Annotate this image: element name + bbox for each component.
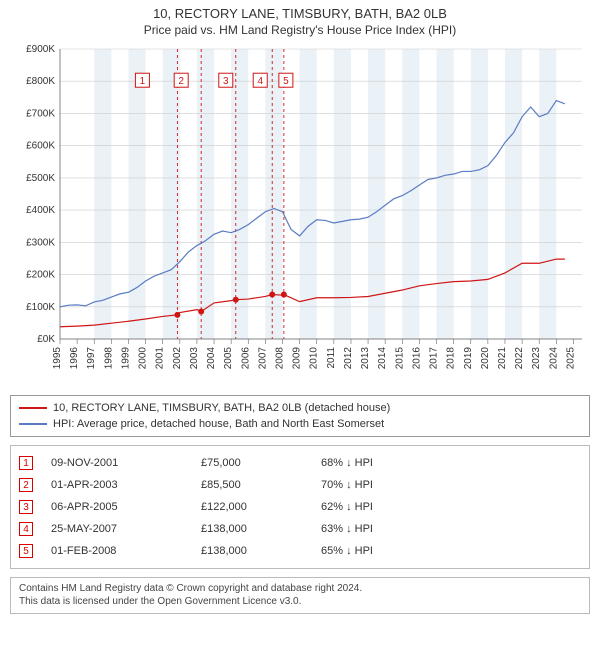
- sales-row: 1 09-NOV-2001£75,00068% ↓ HPI: [19, 452, 581, 474]
- legend-label-hpi: HPI: Average price, detached house, Bath…: [53, 418, 384, 430]
- credits: Contains HM Land Registry data © Crown c…: [10, 577, 590, 614]
- x-tick-label: 1995: [52, 347, 63, 370]
- x-tick-label: 2007: [257, 347, 268, 370]
- x-tick-label: 2013: [360, 347, 371, 370]
- sale-marker-icon: 2: [19, 478, 33, 492]
- sale-vs-hpi: 68% ↓ HPI: [321, 457, 581, 469]
- price-chart: £0K £100K £200K £300K £400K £500K £600K £700K £8…: [10, 39, 590, 389]
- sale-marker-icon: 5: [19, 544, 33, 558]
- y-tick-label: £800K: [26, 76, 55, 87]
- x-tick-label: 2002: [172, 347, 183, 370]
- x-tick-label: 2016: [411, 347, 422, 370]
- x-tick-label: 2012: [343, 347, 354, 370]
- legend: 10, RECTORY LANE, TIMSBURY, BATH, BA2 0L…: [10, 395, 590, 437]
- event-marker-label: 2: [178, 76, 184, 87]
- x-tick-label: 2017: [429, 347, 440, 370]
- event-marker-label: 1: [140, 76, 146, 87]
- x-tick-label: 2018: [446, 347, 457, 370]
- event-marker-label: 3: [223, 76, 229, 87]
- chart-title-line2: Price paid vs. HM Land Registry's House …: [10, 23, 590, 37]
- sale-price: £75,000: [201, 457, 321, 469]
- y-tick-label: £400K: [26, 205, 55, 216]
- x-tick-label: 2022: [514, 347, 525, 370]
- x-tick-label: 2000: [138, 347, 149, 370]
- x-tick-label: 2023: [531, 347, 542, 370]
- x-tick-label: 2010: [309, 347, 320, 370]
- sale-date: 06-APR-2005: [51, 501, 201, 513]
- x-tick-label: 2019: [463, 347, 474, 370]
- credits-line2: This data is licensed under the Open Gov…: [19, 596, 581, 609]
- y-tick-label: £200K: [26, 270, 55, 281]
- x-tick-label: 2006: [240, 347, 251, 370]
- x-tick-label: 2015: [394, 347, 405, 370]
- y-tick-label: £700K: [26, 108, 55, 119]
- x-tick-label: 2021: [497, 347, 508, 370]
- x-tick-label: 1998: [103, 347, 114, 370]
- sale-date: 01-APR-2003: [51, 479, 201, 491]
- y-tick-label: £0K: [37, 334, 55, 345]
- sale-price: £85,500: [201, 479, 321, 491]
- sales-row: 5 01-FEB-2008£138,00065% ↓ HPI: [19, 540, 581, 562]
- y-tick-label: £500K: [26, 173, 55, 184]
- x-tick-label: 1996: [69, 347, 80, 370]
- x-tick-label: 2009: [292, 347, 303, 370]
- legend-item-hpi: HPI: Average price, detached house, Bath…: [19, 416, 581, 432]
- y-tick-label: £100K: [26, 302, 55, 313]
- sale-price: £122,000: [201, 501, 321, 513]
- sale-marker-icon: 3: [19, 500, 33, 514]
- credits-line1: Contains HM Land Registry data © Crown c…: [19, 583, 581, 596]
- x-tick-label: 2008: [274, 347, 285, 370]
- event-marker-label: 5: [283, 76, 289, 87]
- sale-date: 01-FEB-2008: [51, 545, 201, 557]
- legend-item-property: 10, RECTORY LANE, TIMSBURY, BATH, BA2 0L…: [19, 400, 581, 416]
- legend-swatch-hpi: [19, 423, 47, 425]
- chart-title-line1: 10, RECTORY LANE, TIMSBURY, BATH, BA2 0L…: [10, 6, 590, 21]
- y-tick-label: £900K: [26, 44, 55, 55]
- sale-vs-hpi: 65% ↓ HPI: [321, 545, 581, 557]
- x-tick-label: 2024: [548, 347, 559, 370]
- event-marker-label: 4: [257, 76, 263, 87]
- sale-marker-icon: 4: [19, 522, 33, 536]
- legend-swatch-property: [19, 407, 47, 409]
- x-tick-label: 1999: [120, 347, 131, 370]
- x-tick-label: 2014: [377, 347, 388, 370]
- sale-marker-icon: 1: [19, 456, 33, 470]
- x-tick-label: 1997: [86, 347, 97, 370]
- sale-date: 25-MAY-2007: [51, 523, 201, 535]
- x-tick-label: 2020: [480, 347, 491, 370]
- x-tick-label: 2001: [155, 347, 166, 370]
- sale-price: £138,000: [201, 545, 321, 557]
- sale-vs-hpi: 62% ↓ HPI: [321, 501, 581, 513]
- sales-row: 3 06-APR-2005£122,00062% ↓ HPI: [19, 496, 581, 518]
- x-tick-label: 2004: [206, 347, 217, 370]
- x-tick-label: 2005: [223, 347, 234, 370]
- x-tick-label: 2011: [326, 347, 337, 369]
- x-tick-label: 2003: [189, 347, 200, 370]
- sales-row: 2 01-APR-2003£85,50070% ↓ HPI: [19, 474, 581, 496]
- x-tick-label: 2025: [565, 347, 576, 370]
- sale-vs-hpi: 63% ↓ HPI: [321, 523, 581, 535]
- legend-label-property: 10, RECTORY LANE, TIMSBURY, BATH, BA2 0L…: [53, 402, 390, 414]
- sales-row: 4 25-MAY-2007£138,00063% ↓ HPI: [19, 518, 581, 540]
- y-tick-label: £300K: [26, 237, 55, 248]
- y-tick-label: £600K: [26, 141, 55, 152]
- sales-table: 1 09-NOV-2001£75,00068% ↓ HPI 2 01-APR-2003…: [10, 445, 590, 569]
- sale-date: 09-NOV-2001: [51, 457, 201, 469]
- sale-vs-hpi: 70% ↓ HPI: [321, 479, 581, 491]
- sale-price: £138,000: [201, 523, 321, 535]
